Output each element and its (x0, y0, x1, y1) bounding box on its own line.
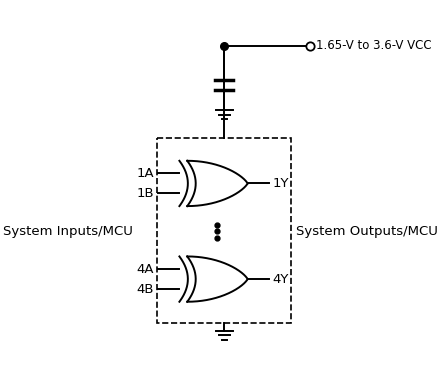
Text: 4Y: 4Y (273, 273, 289, 286)
Text: 1Y: 1Y (273, 177, 289, 190)
Text: 4A: 4A (137, 263, 154, 276)
Bar (157, 138, 292, 323)
Text: 4B: 4B (137, 283, 154, 296)
Text: 1B: 1B (137, 187, 154, 200)
Text: 1A: 1A (137, 167, 154, 180)
Text: 1.65-V to 3.6-V VCC: 1.65-V to 3.6-V VCC (316, 39, 431, 52)
Text: System Inputs/MCU: System Inputs/MCU (3, 225, 133, 238)
Text: System Outputs/MCU: System Outputs/MCU (296, 225, 438, 238)
